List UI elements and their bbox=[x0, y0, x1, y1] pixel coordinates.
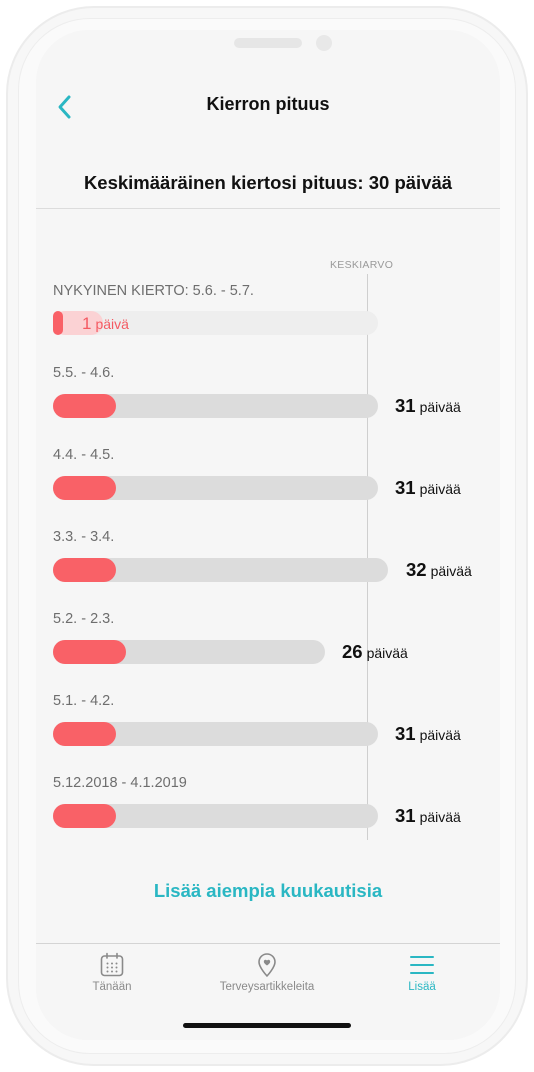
cycle-unit: päivää bbox=[366, 645, 408, 661]
cycle-bar-fill bbox=[53, 394, 116, 418]
cycle-duration: 31 päivää bbox=[395, 477, 461, 499]
average-line bbox=[367, 274, 368, 840]
cycle-bar bbox=[53, 394, 378, 418]
app-screen: Kierron pituus Keskimääräinen kiertosi p… bbox=[36, 30, 500, 1040]
cycle-unit: päivää bbox=[430, 563, 472, 579]
cycle-label: 4.4. - 4.5. bbox=[53, 447, 115, 463]
load-more-link[interactable]: Lisää aiempia kuukautisia bbox=[153, 880, 383, 901]
tab-health-articles[interactable]: Terveysartikkeleita bbox=[202, 952, 332, 993]
current-cycle-label: NYKYINEN KIERTO: 5.6. - 5.7. bbox=[53, 283, 254, 299]
cycle-duration: 26 päivää bbox=[342, 641, 408, 663]
menu-icon bbox=[410, 956, 434, 974]
cycle-duration: 31 päivää bbox=[395, 723, 461, 745]
current-cycle-days: 1 bbox=[82, 314, 92, 333]
cycle-label: 3.3. - 3.4. bbox=[53, 529, 115, 545]
calendar-icon bbox=[100, 952, 124, 977]
chevron-left-icon bbox=[58, 95, 71, 119]
current-cycle-duration: 1 päivä bbox=[82, 314, 129, 334]
cycle-unit: päivää bbox=[419, 481, 461, 497]
cycle-bar-fill bbox=[53, 640, 126, 664]
home-indicator[interactable] bbox=[183, 1023, 351, 1028]
cycle-days: 26 bbox=[342, 641, 363, 662]
tab-today[interactable]: Tänään bbox=[82, 952, 142, 993]
average-line-label: KESKIARVO bbox=[330, 259, 394, 271]
front-camera bbox=[316, 35, 332, 51]
cycle-days: 31 bbox=[395, 395, 416, 416]
tab-today-label: Tänään bbox=[92, 981, 132, 993]
cycle-bar-fill bbox=[53, 558, 116, 582]
cycle-label: 5.12.2018 - 4.1.2019 bbox=[53, 775, 187, 791]
tab-health-articles-label: Terveysartikkeleita bbox=[219, 981, 315, 993]
cycle-bar bbox=[53, 558, 388, 582]
cycle-label: 5.2. - 2.3. bbox=[53, 611, 115, 627]
cycle-unit: päivää bbox=[419, 399, 461, 415]
current-cycle-marker bbox=[53, 311, 63, 335]
tab-more[interactable]: Lisää bbox=[392, 952, 452, 993]
cycle-bar-fill bbox=[53, 476, 116, 500]
cycle-days: 31 bbox=[395, 805, 416, 826]
cycle-unit: päivää bbox=[419, 809, 461, 825]
cycle-label: 5.5. - 4.6. bbox=[53, 365, 115, 381]
cycle-days: 31 bbox=[395, 723, 416, 744]
cycle-days: 32 bbox=[406, 559, 427, 580]
cycle-bar bbox=[53, 722, 378, 746]
back-button[interactable] bbox=[52, 92, 76, 122]
cycle-unit: päivää bbox=[419, 727, 461, 743]
page-title: Kierron pituus bbox=[206, 94, 330, 114]
current-cycle-bar: 1 päivä bbox=[53, 311, 378, 335]
speaker-grille bbox=[234, 38, 302, 48]
tab-more-label: Lisää bbox=[408, 981, 436, 993]
cycle-duration: 32 päivää bbox=[406, 559, 472, 581]
cycle-bar-fill bbox=[53, 722, 116, 746]
cycle-bar bbox=[53, 640, 325, 664]
map-pin-heart-icon bbox=[258, 953, 276, 977]
cycle-bar-fill bbox=[53, 804, 116, 828]
cycle-duration: 31 päivää bbox=[395, 805, 461, 827]
divider bbox=[36, 208, 500, 209]
average-cycle-heading: Keskimääräinen kiertosi pituus: 30 päivä… bbox=[83, 172, 453, 193]
cycle-days: 31 bbox=[395, 477, 416, 498]
cycle-bar bbox=[53, 476, 378, 500]
cycle-bar bbox=[53, 804, 378, 828]
current-cycle-unit: päivä bbox=[95, 316, 129, 332]
cycle-duration: 31 päivää bbox=[395, 395, 461, 417]
cycle-label: 5.1. - 4.2. bbox=[53, 693, 115, 709]
